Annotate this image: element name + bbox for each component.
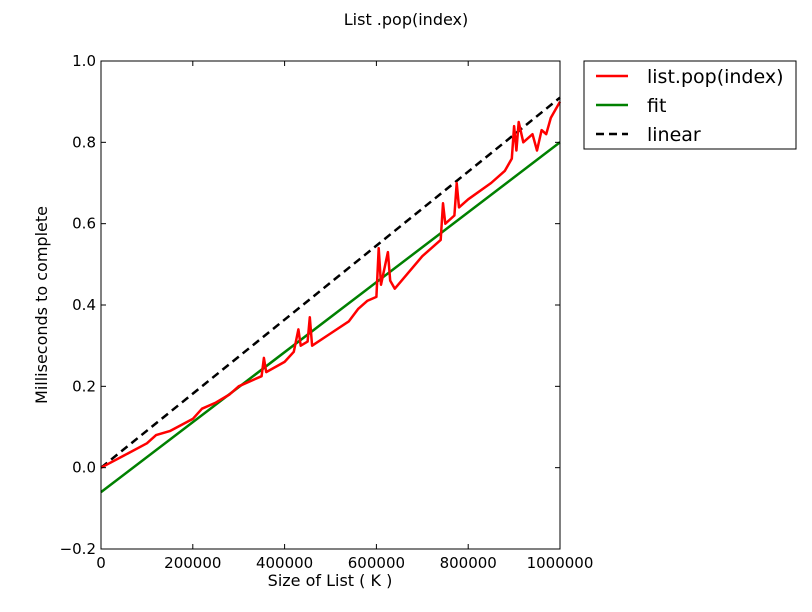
legend-label: list.pop(index) bbox=[647, 66, 784, 88]
legend-label: linear bbox=[647, 124, 701, 146]
y-tick-label: 0.0 bbox=[72, 459, 96, 477]
y-tick-label: 0.6 bbox=[72, 215, 96, 233]
x-tick-label: 1000000 bbox=[527, 554, 594, 572]
x-tick-label: 0 bbox=[96, 554, 106, 572]
y-axis-label: Milliseconds to complete bbox=[32, 206, 51, 404]
x-tick-label: 800000 bbox=[440, 554, 497, 572]
chart-title: List .pop(index) bbox=[344, 10, 469, 29]
x-tick-label: 200000 bbox=[164, 554, 221, 572]
series-layer bbox=[100, 96, 562, 494]
x-tick-label: 600000 bbox=[348, 554, 405, 572]
y-tick-label: 1.0 bbox=[72, 52, 96, 70]
x-axis-label: Size of List ( K ) bbox=[268, 571, 393, 590]
x-axis: 0 200000 400000 600000 800000 1000000 bbox=[96, 61, 593, 572]
y-axis: −0.2 0.0 0.2 0.4 0.6 0.8 1.0 bbox=[60, 52, 560, 558]
y-tick-label: 0.4 bbox=[72, 296, 96, 314]
series-line-list-pop-index- bbox=[100, 101, 562, 469]
plot-area bbox=[100, 60, 562, 550]
y-tick-label: 0.2 bbox=[72, 377, 96, 395]
x-tick-label: 400000 bbox=[256, 554, 313, 572]
legend: list.pop(index) fit linear bbox=[583, 60, 797, 150]
series-line-linear bbox=[100, 96, 561, 469]
legend-label: fit bbox=[647, 95, 666, 117]
y-tick-label: −0.2 bbox=[60, 540, 96, 558]
y-tick-label: 0.8 bbox=[72, 133, 96, 151]
series-line-fit bbox=[100, 141, 561, 494]
plot-background bbox=[101, 61, 560, 549]
